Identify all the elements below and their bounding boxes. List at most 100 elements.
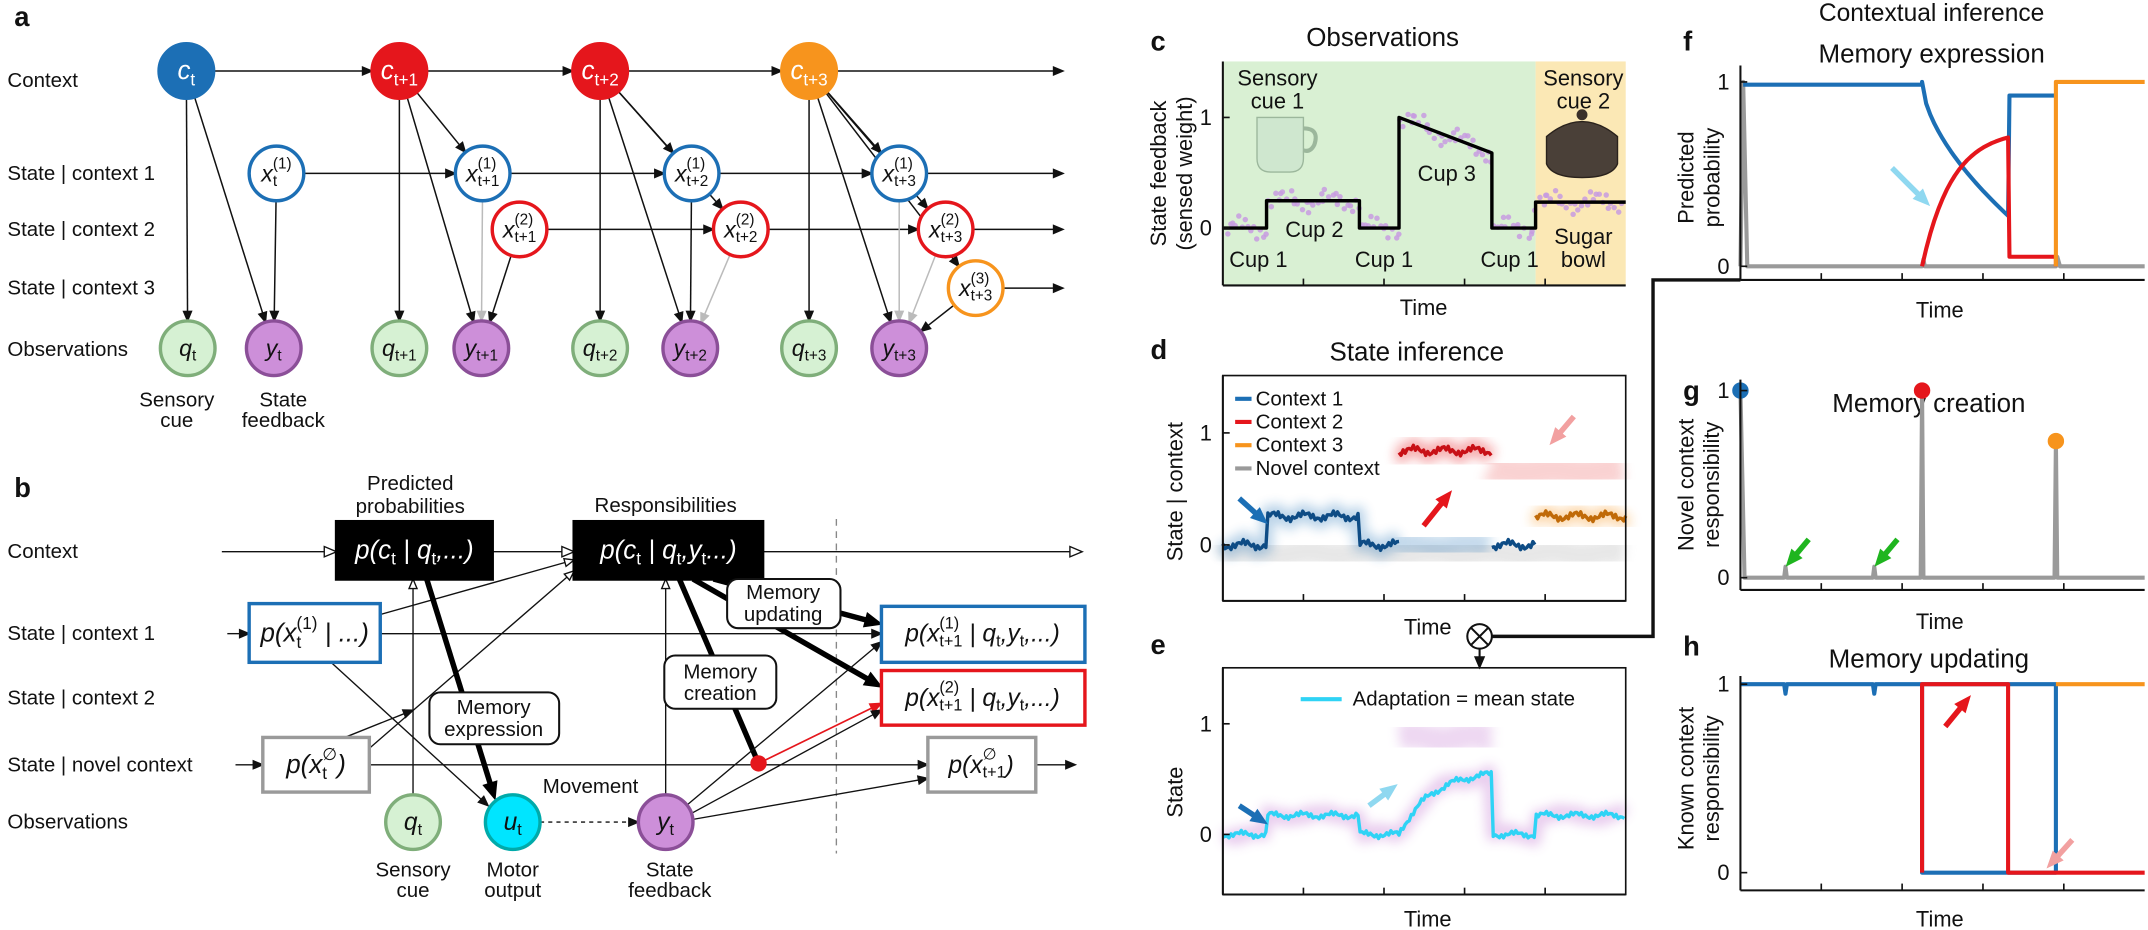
row-label: State | context 2 <box>7 218 155 241</box>
y-axis-label: Predicted <box>1673 131 1698 223</box>
caption: cue <box>160 409 193 432</box>
math-part: y <box>881 335 896 361</box>
math-label: x(2) t+3 <box>928 211 962 245</box>
math-part: t <box>391 549 396 568</box>
math-part: ...) <box>706 536 736 564</box>
feedback-node <box>244 319 303 378</box>
math-part: t+2 <box>685 347 707 364</box>
row-label: State | context 3 <box>7 277 155 300</box>
math-label: ut <box>504 809 523 839</box>
arrow-head <box>804 310 815 323</box>
annotation: cue 2 <box>1557 89 1610 114</box>
arrow-head <box>771 65 784 77</box>
math-part: x <box>674 160 688 186</box>
arrow-shaft <box>703 254 731 315</box>
arrow-head <box>1549 427 1567 446</box>
arrow-shaft <box>406 96 472 314</box>
observation-dot <box>1596 191 1602 197</box>
math-part: t <box>431 549 436 568</box>
x-axis-label: Time <box>1400 295 1448 320</box>
caption: Sensory <box>139 389 215 412</box>
observation-dot <box>1279 189 1286 195</box>
y-tick-label: 0 <box>1200 532 1212 557</box>
arrow-head <box>1912 188 1931 207</box>
arrow-head <box>628 817 641 828</box>
math-part: t <box>277 347 282 364</box>
arrow-head <box>654 168 667 179</box>
math-part: (1) <box>687 155 706 172</box>
context-line <box>1221 509 1400 553</box>
observation-dot <box>1603 192 1609 198</box>
observation-dot <box>1368 213 1374 220</box>
arrow-head <box>703 224 716 235</box>
math-label: qt <box>179 335 197 364</box>
state-band <box>1220 764 1630 847</box>
arrow-head <box>1473 656 1486 670</box>
arrow-shaft <box>1890 166 1921 197</box>
panel-letter: e <box>1150 629 1165 660</box>
arrow-head <box>1874 548 1892 567</box>
x-axis-label: Time <box>1916 298 1964 323</box>
context-line <box>1397 443 1493 458</box>
observation-dot <box>1611 204 1617 211</box>
math-part: t <box>702 549 707 568</box>
arrow-shaft <box>416 91 460 146</box>
math-label: qt+1 <box>382 335 417 364</box>
formula-box <box>926 735 1038 794</box>
arrow-head <box>482 780 498 801</box>
observation-dot <box>1349 208 1356 215</box>
process-label: expression <box>444 718 543 741</box>
math-part: | q <box>962 684 996 711</box>
probability-line <box>1743 79 2056 218</box>
arrow-head <box>700 311 710 325</box>
panel-letter: b <box>14 472 31 503</box>
math-part: ∅ <box>322 744 337 763</box>
math-part: t <box>190 70 195 89</box>
observation-line <box>1222 115 1626 230</box>
legend-label: Novel context <box>1256 457 1380 480</box>
observation-dot <box>1526 235 1532 241</box>
arrow-head <box>919 321 932 333</box>
math-part: t+3 <box>971 287 993 304</box>
observation-dot <box>1341 206 1347 212</box>
math-part: t <box>517 821 522 839</box>
combine-cross <box>1470 627 1489 646</box>
observation-dot <box>1236 213 1242 219</box>
observation-dot <box>1431 135 1438 142</box>
math-part: c <box>177 57 190 85</box>
arrow-head <box>1052 224 1065 235</box>
probability-line <box>1738 79 2145 269</box>
observation-dot <box>1325 194 1332 200</box>
math-part: y <box>463 335 478 361</box>
arrow-head <box>407 577 419 590</box>
math-label: x(1) t+2 <box>674 155 708 189</box>
formula-box <box>879 604 1087 665</box>
observation-dot <box>1515 222 1521 228</box>
observation-dot <box>1299 206 1306 213</box>
math-part: t+2 <box>594 70 618 89</box>
y-tick-label: 1 <box>1717 672 1729 697</box>
math-part: t+1 <box>939 697 962 715</box>
state-node <box>711 200 770 259</box>
process-label: creation <box>684 682 757 705</box>
math-part: (2) <box>939 679 959 697</box>
math-label: x(3) t+3 <box>958 270 992 304</box>
arrow-head <box>394 310 405 323</box>
arrow-head <box>868 702 884 714</box>
row-label: Observations <box>7 338 128 361</box>
math-part: t+1 <box>478 172 500 189</box>
math-part: t <box>677 549 682 568</box>
math-part: q <box>792 335 805 361</box>
annotation: Cup 1 <box>1480 247 1538 272</box>
math-label: p(x(1) t+1 | qt,yt,...) <box>904 614 1060 650</box>
math-part: t+3 <box>805 347 827 364</box>
observation-dot <box>1552 187 1559 194</box>
math-part: q <box>583 335 596 361</box>
y-axis-label: (sensed weight) <box>1172 96 1197 250</box>
context-node <box>780 41 839 101</box>
observation-dot <box>1337 193 1343 200</box>
arrow-head <box>257 310 268 324</box>
cue-node <box>158 319 217 378</box>
math-label: yt <box>264 335 283 364</box>
math-part: t+3 <box>803 70 827 89</box>
